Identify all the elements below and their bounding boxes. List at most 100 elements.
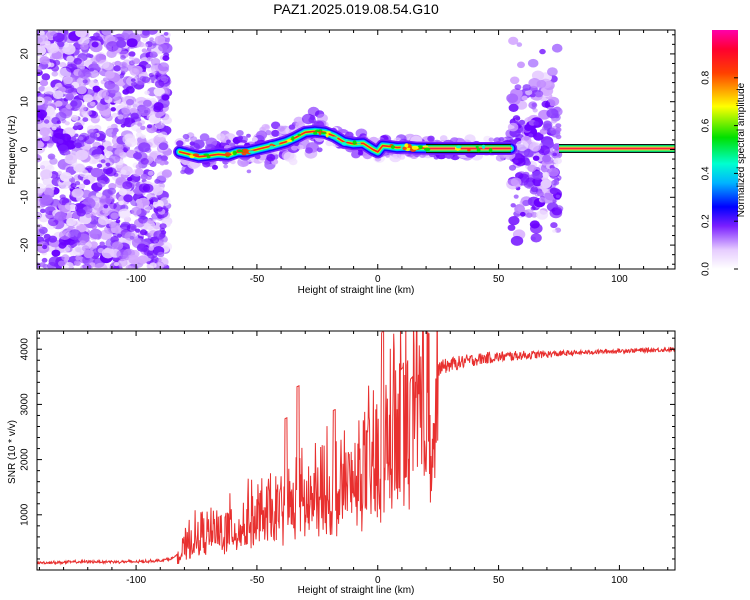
- noise-blob: [291, 145, 298, 151]
- noise-blob: [246, 133, 251, 138]
- noise-blob: [100, 159, 106, 164]
- noise-blob: [153, 102, 164, 111]
- noise-blob: [54, 211, 67, 222]
- noise-blob: [523, 209, 534, 218]
- noise-blob: [522, 84, 531, 91]
- noise-blob: [89, 70, 99, 78]
- noise-blob: [297, 144, 304, 150]
- noise-blob: [223, 164, 229, 169]
- noise-blob: [113, 265, 120, 269]
- ridge-knot: [313, 131, 318, 135]
- noise-blob: [120, 123, 126, 128]
- noise-blob: [94, 262, 108, 269]
- colorbar-tick-label: 0.4: [701, 166, 712, 180]
- noise-blob: [73, 58, 82, 65]
- noise-blob: [37, 229, 45, 237]
- noise-blob: [78, 136, 84, 141]
- noise-blob: [83, 94, 94, 103]
- noise-blob: [158, 43, 168, 52]
- noise-blob: [61, 254, 70, 261]
- spectrogram-x-label: Height of straight line (km): [298, 285, 415, 296]
- ridge-knot: [320, 132, 327, 135]
- noise-blob: [37, 183, 46, 194]
- noise-blob: [37, 212, 41, 217]
- noise-blob: [124, 137, 137, 148]
- snr-frame: [36, 330, 676, 571]
- noise-blob: [89, 67, 95, 72]
- x-tick-label: -50: [250, 274, 265, 285]
- noise-blob: [129, 55, 134, 60]
- ridge-knot: [330, 136, 338, 139]
- noise-blob: [162, 55, 170, 61]
- noise-blob: [121, 106, 132, 115]
- noise-blob: [439, 135, 448, 142]
- noise-blob: [39, 56, 50, 65]
- noise-blob: [555, 123, 562, 128]
- noise-blob: [138, 215, 148, 224]
- noise-blob: [102, 62, 114, 71]
- colorbar-tick-label: 0.0: [701, 262, 712, 276]
- noise-blob: [495, 154, 505, 162]
- noise-blob: [64, 262, 74, 269]
- ridge-knot: [297, 133, 301, 137]
- noise-blob: [532, 177, 543, 187]
- noise-blob: [176, 140, 184, 147]
- noise-blob: [97, 216, 109, 226]
- noise-blob: [246, 169, 252, 174]
- y-tick-label: 3000: [20, 393, 31, 416]
- ridge-knot: [481, 144, 486, 149]
- noise-blob: [510, 235, 524, 246]
- noise-blob: [351, 150, 361, 159]
- noise-blob: [37, 262, 42, 269]
- ridge-knot: [424, 147, 431, 151]
- noise-blob: [149, 51, 158, 58]
- noise-blob: [153, 187, 163, 196]
- noise-blob: [149, 262, 157, 269]
- noise-blob: [523, 148, 534, 158]
- noise-blob: [51, 71, 59, 77]
- noise-blob: [529, 142, 542, 152]
- noise-blob: [80, 43, 89, 50]
- noise-blob: [552, 152, 557, 157]
- noise-blob: [93, 154, 100, 160]
- noise-blob: [78, 183, 86, 190]
- noise-blob: [90, 167, 103, 178]
- noise-blob: [149, 97, 157, 104]
- noise-blob: [530, 223, 543, 234]
- noise-blob: [110, 194, 117, 200]
- y-tick-label: 2000: [20, 448, 31, 471]
- noise-blob: [138, 142, 151, 153]
- noise-blob: [89, 132, 98, 139]
- y-tick-label: 10: [20, 96, 31, 108]
- noise-blob: [79, 240, 87, 246]
- noise-blob: [135, 163, 142, 170]
- noise-blob: [71, 114, 79, 121]
- noise-blob: [131, 81, 138, 87]
- ridge-knot: [291, 136, 295, 141]
- noise-blob: [68, 178, 74, 183]
- noise-blob: [266, 154, 276, 162]
- noise-blob: [41, 134, 51, 142]
- colorbar-tick-label: 0.6: [701, 118, 712, 132]
- noise-blob: [140, 125, 146, 131]
- noise-blob: [148, 246, 154, 251]
- noise-blob: [552, 229, 557, 233]
- noise-blob: [139, 229, 148, 236]
- noise-blob: [89, 228, 102, 240]
- noise-blob: [510, 177, 522, 187]
- noise-blob: [104, 70, 115, 79]
- noise-blob: [117, 114, 124, 120]
- noise-blob: [147, 170, 154, 176]
- noise-blob: [101, 248, 115, 259]
- noise-blob: [37, 65, 43, 73]
- noise-blob: [143, 43, 149, 48]
- x-tick-label: -100: [126, 274, 146, 285]
- noise-blob: [156, 206, 163, 212]
- noise-blob: [51, 126, 57, 131]
- snr-series-line: [37, 331, 675, 566]
- noise-blob: [555, 194, 561, 199]
- noise-blob: [47, 109, 55, 116]
- noise-blob: [104, 95, 110, 101]
- noise-blob: [141, 48, 148, 53]
- noise-blob: [52, 59, 61, 66]
